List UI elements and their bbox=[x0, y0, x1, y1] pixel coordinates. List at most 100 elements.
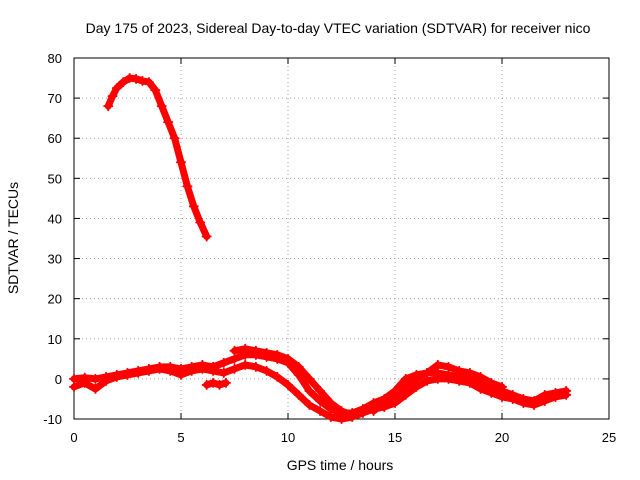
x-tick-label: 20 bbox=[495, 430, 509, 445]
chart-title: Day 175 of 2023, Sidereal Day-to-day VTE… bbox=[86, 20, 591, 36]
y-axis-label: SDTVAR / TECUs bbox=[5, 182, 21, 294]
data-point-track-b bbox=[539, 395, 550, 406]
data-point-track-d bbox=[454, 365, 465, 376]
data-point-fragment-1 bbox=[201, 379, 212, 390]
data-point-track-b bbox=[272, 371, 283, 382]
data-point-track-c bbox=[293, 361, 304, 372]
y-tick-label: 80 bbox=[48, 51, 62, 66]
data-point-track-b bbox=[336, 414, 347, 424]
data-point-track-d bbox=[379, 397, 390, 408]
data-point-track-b bbox=[315, 405, 326, 416]
x-tick-label: 25 bbox=[602, 430, 616, 445]
data-point-high-arc bbox=[182, 181, 193, 192]
data-point-track-d bbox=[432, 359, 443, 370]
data-point-track-b bbox=[529, 399, 540, 410]
x-axis-label: GPS time / hours bbox=[287, 457, 394, 473]
data-point-track-b bbox=[176, 369, 186, 380]
data-point-track-d bbox=[443, 361, 454, 372]
data-point-track-d bbox=[411, 373, 422, 384]
data-point-high-arc bbox=[107, 91, 118, 102]
data-point-track-c bbox=[315, 385, 326, 396]
data-point-track-c bbox=[283, 353, 293, 364]
data-point-high-arc bbox=[137, 75, 148, 86]
data-point-track-b bbox=[122, 369, 133, 380]
series-track-c bbox=[231, 345, 356, 419]
data-point-high-arc bbox=[163, 117, 174, 128]
data-point-track-b bbox=[561, 389, 572, 400]
x-tick-label: 5 bbox=[177, 430, 184, 445]
data-point-track-b bbox=[422, 375, 433, 386]
data-point-track-c bbox=[229, 345, 240, 356]
data-point-track-b bbox=[111, 371, 122, 382]
data-point-track-b bbox=[411, 381, 422, 392]
series-high-arc bbox=[104, 74, 211, 240]
data-point-track-d bbox=[422, 367, 433, 378]
data-point-track-b bbox=[240, 359, 251, 370]
data-point-high-arc bbox=[169, 133, 180, 144]
data-point-track-c bbox=[325, 397, 336, 408]
data-point-track-a bbox=[229, 353, 240, 364]
data-point-track-b bbox=[154, 363, 165, 374]
data-point-track-a bbox=[69, 373, 79, 384]
data-point-track-b bbox=[208, 365, 219, 376]
data-point-track-c bbox=[347, 409, 358, 420]
data-point-track-b bbox=[304, 399, 315, 410]
y-tick-label: 0 bbox=[55, 372, 62, 387]
data-point-track-b bbox=[550, 391, 561, 402]
data-point-high-arc bbox=[201, 231, 212, 242]
data-point-track-b bbox=[390, 397, 400, 408]
data-point-track-a bbox=[218, 357, 229, 368]
y-tick-label: 10 bbox=[48, 332, 62, 347]
y-tick-label: 50 bbox=[48, 171, 62, 186]
data-point-high-arc bbox=[176, 157, 186, 168]
data-point-track-a bbox=[90, 373, 101, 384]
data-point-track-b bbox=[357, 407, 368, 418]
data-series bbox=[69, 73, 572, 424]
data-point-track-b bbox=[197, 363, 208, 374]
data-point-track-b bbox=[133, 367, 144, 378]
data-point-track-d bbox=[390, 389, 400, 400]
data-point-track-d bbox=[464, 367, 475, 378]
x-tick-label: 10 bbox=[281, 430, 295, 445]
x-tick-label: 0 bbox=[70, 430, 77, 445]
y-tick-label: -10 bbox=[43, 412, 62, 427]
data-point-track-b bbox=[497, 391, 507, 402]
data-point-track-b bbox=[454, 375, 465, 386]
data-point-track-b bbox=[218, 367, 229, 378]
data-point-track-b bbox=[229, 363, 240, 374]
data-point-track-b bbox=[432, 373, 443, 384]
data-point-track-b bbox=[464, 377, 475, 388]
data-point-track-b bbox=[400, 389, 411, 400]
data-point-track-c bbox=[250, 345, 261, 356]
data-point-track-b bbox=[79, 377, 90, 388]
data-point-track-c bbox=[272, 349, 283, 360]
data-point-high-arc bbox=[188, 201, 199, 212]
data-point-track-b bbox=[325, 411, 336, 422]
data-point-track-b bbox=[443, 373, 454, 384]
y-tick-label: 70 bbox=[48, 91, 62, 106]
y-tick-label: 30 bbox=[48, 252, 62, 267]
y-tick-label: 40 bbox=[48, 211, 62, 226]
data-point-fragment-1 bbox=[208, 377, 219, 388]
data-point-high-arc bbox=[156, 101, 167, 112]
data-point-track-c bbox=[240, 343, 251, 354]
data-point-track-d bbox=[475, 371, 486, 382]
data-point-track-c bbox=[304, 373, 315, 384]
data-point-high-arc bbox=[131, 73, 142, 84]
data-point-track-b bbox=[293, 389, 304, 400]
data-point-track-b bbox=[90, 383, 101, 394]
data-point-track-a bbox=[400, 373, 411, 384]
data-point-track-d bbox=[368, 405, 379, 416]
data-point-track-b bbox=[518, 397, 529, 408]
data-point-track-b bbox=[283, 379, 293, 390]
data-point-track-b bbox=[486, 387, 497, 398]
data-point-track-a bbox=[315, 395, 326, 406]
data-point-high-arc bbox=[118, 77, 129, 88]
data-point-high-arc bbox=[150, 85, 161, 96]
data-point-high-arc bbox=[111, 83, 122, 94]
data-point-track-b bbox=[101, 375, 112, 386]
data-point-fragment-1 bbox=[220, 377, 231, 388]
data-point-track-b bbox=[507, 393, 518, 404]
data-point-high-arc bbox=[195, 217, 206, 228]
